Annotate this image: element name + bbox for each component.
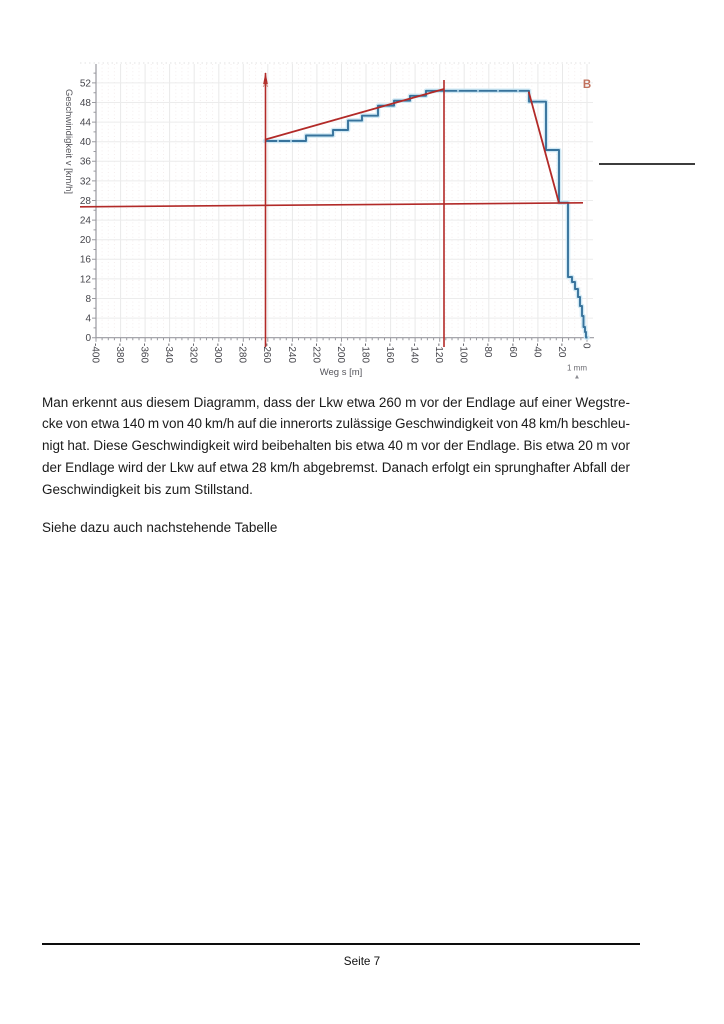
svg-text:44: 44 <box>80 118 92 129</box>
svg-text:-360: -360 <box>139 343 150 363</box>
svg-text:-240: -240 <box>286 343 297 363</box>
svg-text:-200: -200 <box>335 343 346 363</box>
svg-text:36: 36 <box>80 157 92 168</box>
svg-text:-380: -380 <box>114 343 125 363</box>
svg-text:-20: -20 <box>556 343 567 358</box>
svg-text:20: 20 <box>80 235 92 246</box>
svg-text:-220: -220 <box>310 343 321 363</box>
svg-text:-300: -300 <box>212 343 223 363</box>
svg-text:-140: -140 <box>409 343 420 363</box>
svg-text:Weg s [m]: Weg s [m] <box>320 367 363 378</box>
svg-text:A: A <box>263 80 269 89</box>
svg-text:-320: -320 <box>188 343 199 363</box>
svg-text:-260: -260 <box>261 343 272 363</box>
svg-text:24: 24 <box>80 216 92 227</box>
svg-text:-100: -100 <box>458 343 469 363</box>
svg-text:8: 8 <box>85 294 91 305</box>
svg-text:B: B <box>583 79 591 91</box>
svg-text:-40: -40 <box>531 343 542 358</box>
svg-text:-280: -280 <box>237 343 248 363</box>
svg-text:0: 0 <box>580 343 591 349</box>
svg-text:▲: ▲ <box>574 374 580 381</box>
svg-text:0: 0 <box>85 333 91 344</box>
svg-text:-80: -80 <box>482 343 493 358</box>
svg-text:40: 40 <box>80 137 92 148</box>
svg-text:28: 28 <box>80 196 92 207</box>
svg-text:-60: -60 <box>507 343 518 358</box>
svg-text:1 mm: 1 mm <box>567 364 587 373</box>
svg-text:-120: -120 <box>433 343 444 363</box>
svg-text:16: 16 <box>80 255 92 266</box>
svg-text:-160: -160 <box>384 343 395 363</box>
svg-text:48: 48 <box>80 98 92 109</box>
svg-text:-400: -400 <box>89 343 100 363</box>
svg-text:-340: -340 <box>163 343 174 363</box>
svg-text:4: 4 <box>85 314 91 325</box>
svg-text:32: 32 <box>80 176 92 187</box>
svg-text:52: 52 <box>80 78 92 89</box>
svg-text:12: 12 <box>80 274 92 285</box>
svg-text:-180: -180 <box>359 343 370 363</box>
svg-text:Geschwindigkeit v [km/h]: Geschwindigkeit v [km/h] <box>63 89 74 194</box>
